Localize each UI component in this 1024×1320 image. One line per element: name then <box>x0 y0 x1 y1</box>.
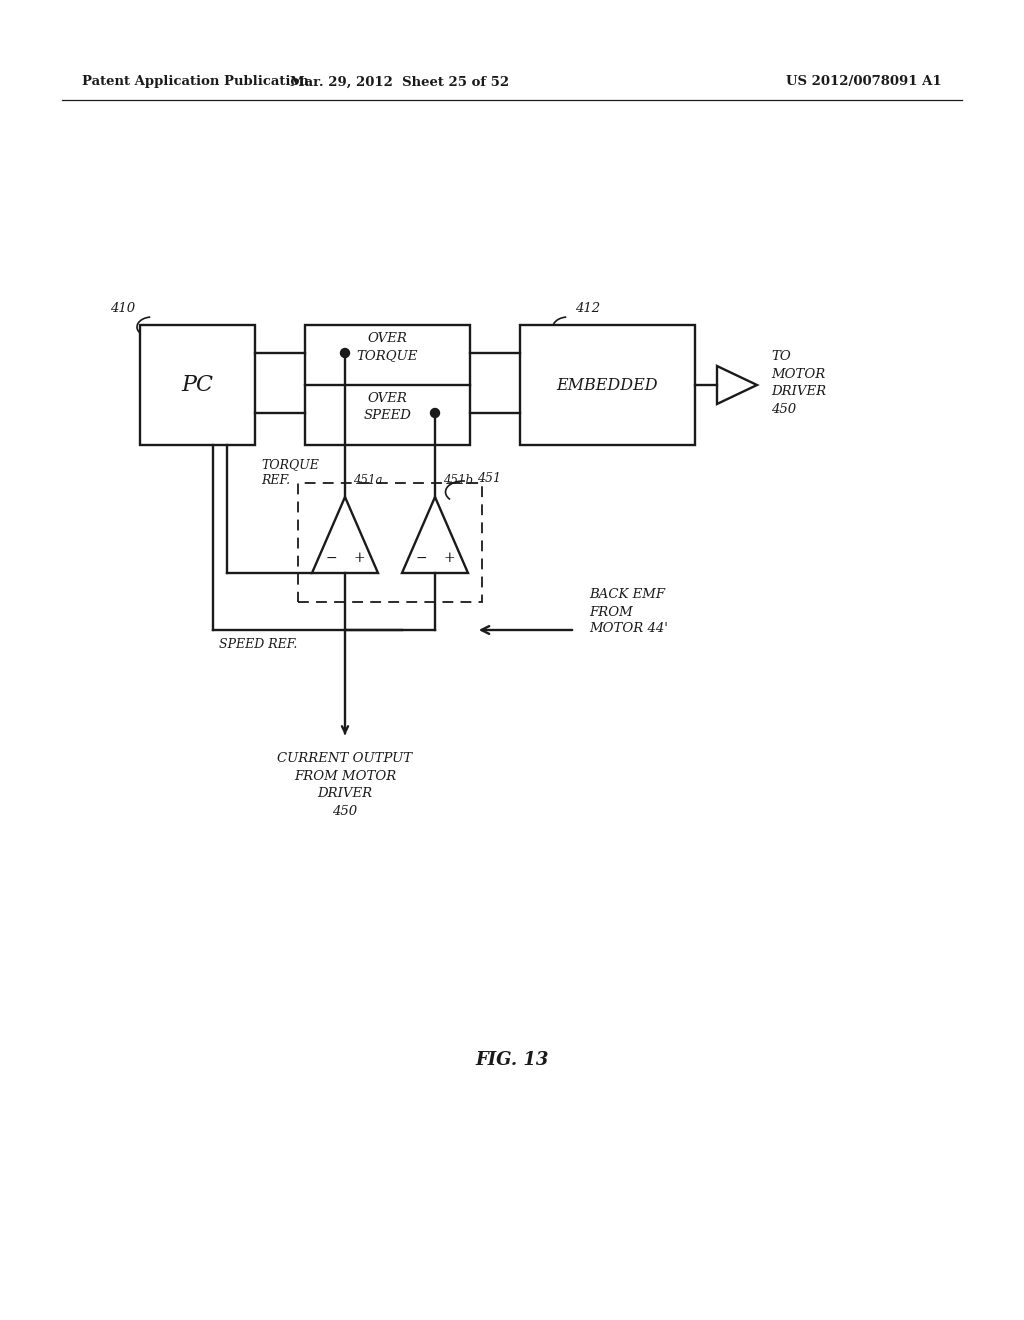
Text: TORQUE
REF.: TORQUE REF. <box>261 458 318 487</box>
Circle shape <box>341 348 349 358</box>
Text: 451: 451 <box>477 473 501 486</box>
Text: +: + <box>443 550 455 565</box>
Text: TO
MOTOR
DRIVER
450: TO MOTOR DRIVER 450 <box>771 350 826 416</box>
Text: US 2012/0078091 A1: US 2012/0078091 A1 <box>786 75 942 88</box>
Text: FIG. 13: FIG. 13 <box>475 1051 549 1069</box>
Bar <box>305 325 470 445</box>
Text: PC: PC <box>181 374 213 396</box>
Text: SPEED REF.: SPEED REF. <box>219 638 297 651</box>
Text: +: + <box>353 550 365 565</box>
Text: BACK EMF
FROM
MOTOR 44': BACK EMF FROM MOTOR 44' <box>589 589 668 635</box>
Text: CURRENT OUTPUT
FROM MOTOR
DRIVER
450: CURRENT OUTPUT FROM MOTOR DRIVER 450 <box>278 752 413 818</box>
Bar <box>520 325 695 445</box>
Bar <box>140 325 255 445</box>
Bar <box>298 483 482 602</box>
Text: OVER
SPEED: OVER SPEED <box>364 392 412 422</box>
Text: Patent Application Publication: Patent Application Publication <box>82 75 309 88</box>
Text: Mar. 29, 2012  Sheet 25 of 52: Mar. 29, 2012 Sheet 25 of 52 <box>291 75 510 88</box>
Text: −: − <box>326 550 337 565</box>
Circle shape <box>430 408 439 417</box>
Text: 451b: 451b <box>443 474 473 487</box>
Text: OVER
TORQUE: OVER TORQUE <box>356 333 418 362</box>
Text: EMBEDDED: EMBEDDED <box>557 376 658 393</box>
Text: 451a: 451a <box>353 474 383 487</box>
Text: −: − <box>416 550 427 565</box>
Text: 412: 412 <box>575 302 600 315</box>
Text: 410: 410 <box>110 302 135 315</box>
